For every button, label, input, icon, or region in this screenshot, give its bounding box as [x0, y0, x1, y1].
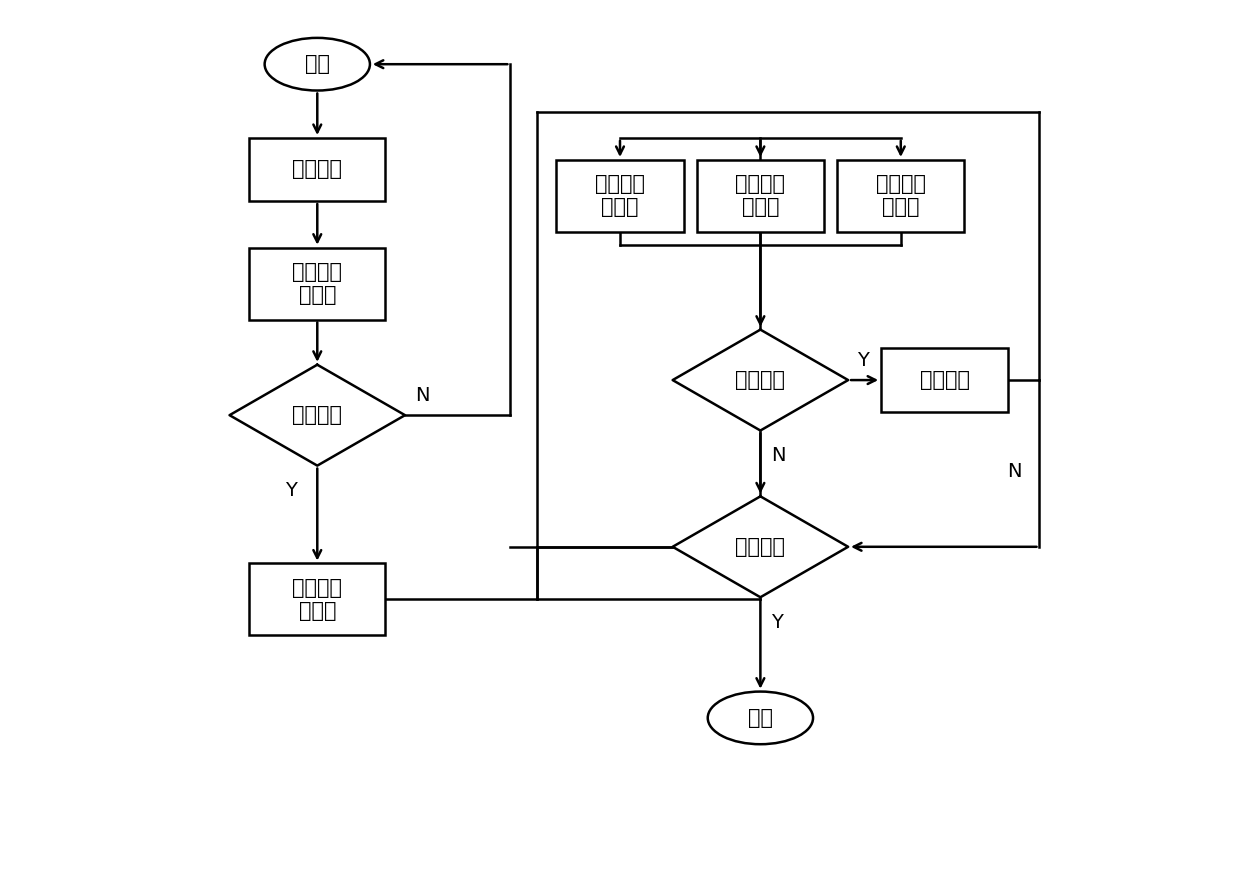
Text: 疲劳预警: 疲劳预警 — [920, 370, 970, 390]
Text: Y: Y — [857, 351, 869, 370]
Text: 开始: 开始 — [305, 54, 330, 74]
Bar — [882, 349, 1008, 411]
Text: 是否预警: 是否预警 — [735, 370, 785, 390]
Text: Y: Y — [771, 613, 782, 632]
Text: 面部关键
点检测: 面部关键 点检测 — [293, 577, 342, 621]
Text: 人脸检测
与跟踪: 人脸检测 与跟踪 — [293, 262, 342, 306]
Text: 结束: 结束 — [748, 708, 773, 728]
Bar — [557, 160, 683, 232]
Text: 嘴部疲劳
度计算: 嘴部疲劳 度计算 — [735, 174, 785, 217]
Text: N: N — [771, 446, 785, 465]
Polygon shape — [672, 329, 848, 431]
Bar — [249, 563, 386, 636]
Polygon shape — [229, 365, 405, 465]
Bar — [697, 160, 825, 232]
Text: N: N — [415, 386, 430, 404]
Ellipse shape — [708, 691, 813, 744]
Text: Y: Y — [285, 481, 296, 501]
Text: N: N — [1007, 463, 1022, 481]
Text: 眼部疲劳
度计算: 眼部疲劳 度计算 — [595, 174, 645, 217]
Text: 姿态疲劳
度计算: 姿态疲劳 度计算 — [875, 174, 926, 217]
Bar — [249, 247, 386, 320]
Text: 存在人脸: 存在人脸 — [293, 405, 342, 426]
Ellipse shape — [264, 38, 370, 91]
Polygon shape — [672, 496, 848, 597]
Bar — [837, 160, 965, 232]
Text: 视频结束: 视频结束 — [735, 537, 785, 557]
Bar — [249, 138, 386, 201]
Text: 图像采集: 图像采集 — [293, 160, 342, 179]
